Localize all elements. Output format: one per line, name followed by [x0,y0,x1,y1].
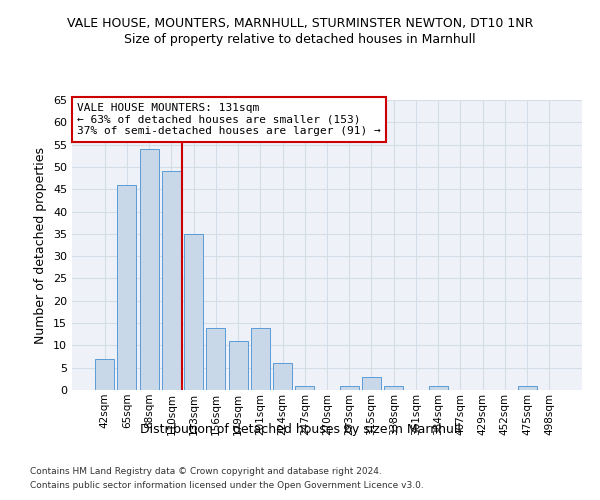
Bar [429,386,448,390]
Text: Contains HM Land Registry data © Crown copyright and database right 2024.: Contains HM Land Registry data © Crown c… [30,468,382,476]
Bar [251,328,270,390]
Bar [295,386,314,390]
Bar [140,149,158,390]
Bar [162,172,181,390]
Text: Contains public sector information licensed under the Open Government Licence v3: Contains public sector information licen… [30,481,424,490]
Y-axis label: Number of detached properties: Number of detached properties [34,146,47,344]
Bar [118,185,136,390]
Text: Distribution of detached houses by size in Marnhull: Distribution of detached houses by size … [140,422,460,436]
Bar [362,376,381,390]
Bar [206,328,225,390]
Bar [184,234,203,390]
Bar [340,386,359,390]
Bar [518,386,536,390]
Text: Size of property relative to detached houses in Marnhull: Size of property relative to detached ho… [124,32,476,46]
Bar [384,386,403,390]
Bar [95,359,114,390]
Bar [273,363,292,390]
Text: VALE HOUSE MOUNTERS: 131sqm
← 63% of detached houses are smaller (153)
37% of se: VALE HOUSE MOUNTERS: 131sqm ← 63% of det… [77,103,381,136]
Text: VALE HOUSE, MOUNTERS, MARNHULL, STURMINSTER NEWTON, DT10 1NR: VALE HOUSE, MOUNTERS, MARNHULL, STURMINS… [67,18,533,30]
Bar [229,341,248,390]
